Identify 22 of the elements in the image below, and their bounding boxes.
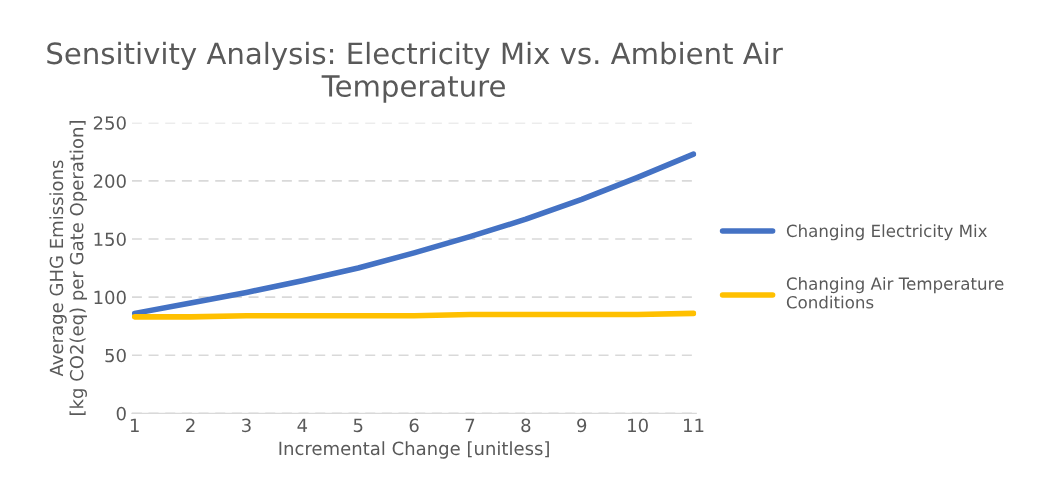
chart-title: Sensitivity Analysis: Electricity Mix vs. Ambient Air Temperature xyxy=(47,41,783,103)
x-tick-label: 2 xyxy=(186,418,195,432)
x-tick-label: 7 xyxy=(465,418,475,432)
x-axis-title: Incremental Change [unitless] xyxy=(279,441,549,459)
y-tick-label: 150 xyxy=(94,232,126,247)
x-tick-label: 9 xyxy=(577,418,587,433)
y-tick-label: 100 xyxy=(94,290,126,305)
x-tick-label: 6 xyxy=(409,418,419,433)
x-tick-label: 10 xyxy=(628,418,648,433)
x-tick-label: 5 xyxy=(353,418,363,433)
y-tick-label: 200 xyxy=(93,174,126,188)
y-tick-label: 250 xyxy=(93,116,126,130)
x-tick-label: 8 xyxy=(521,418,531,433)
x-tick-label: 3 xyxy=(242,418,251,433)
y-tick-label: 50 xyxy=(105,348,126,363)
x-tick-label: 11 xyxy=(684,418,704,432)
y-tick-label: 0 xyxy=(116,406,126,421)
legend-label: Changing Electricity Mix xyxy=(786,224,987,241)
y-axis-title: Average GHG Emissions [kg CO2(eq) per Gate Operation] xyxy=(49,121,87,415)
x-tick-label: 1 xyxy=(130,418,139,432)
x-tick-label: 4 xyxy=(297,418,308,432)
legend-label: Changing Air Temperature Conditions xyxy=(786,277,1004,309)
